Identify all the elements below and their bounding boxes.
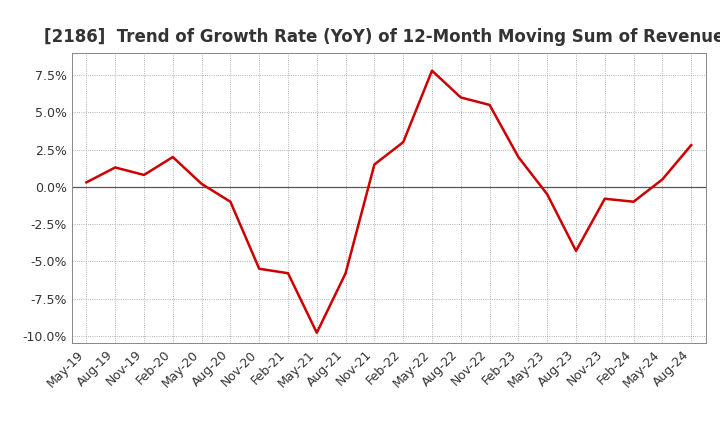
Title: [2186]  Trend of Growth Rate (YoY) of 12-Month Moving Sum of Revenues: [2186] Trend of Growth Rate (YoY) of 12-… bbox=[44, 28, 720, 46]
